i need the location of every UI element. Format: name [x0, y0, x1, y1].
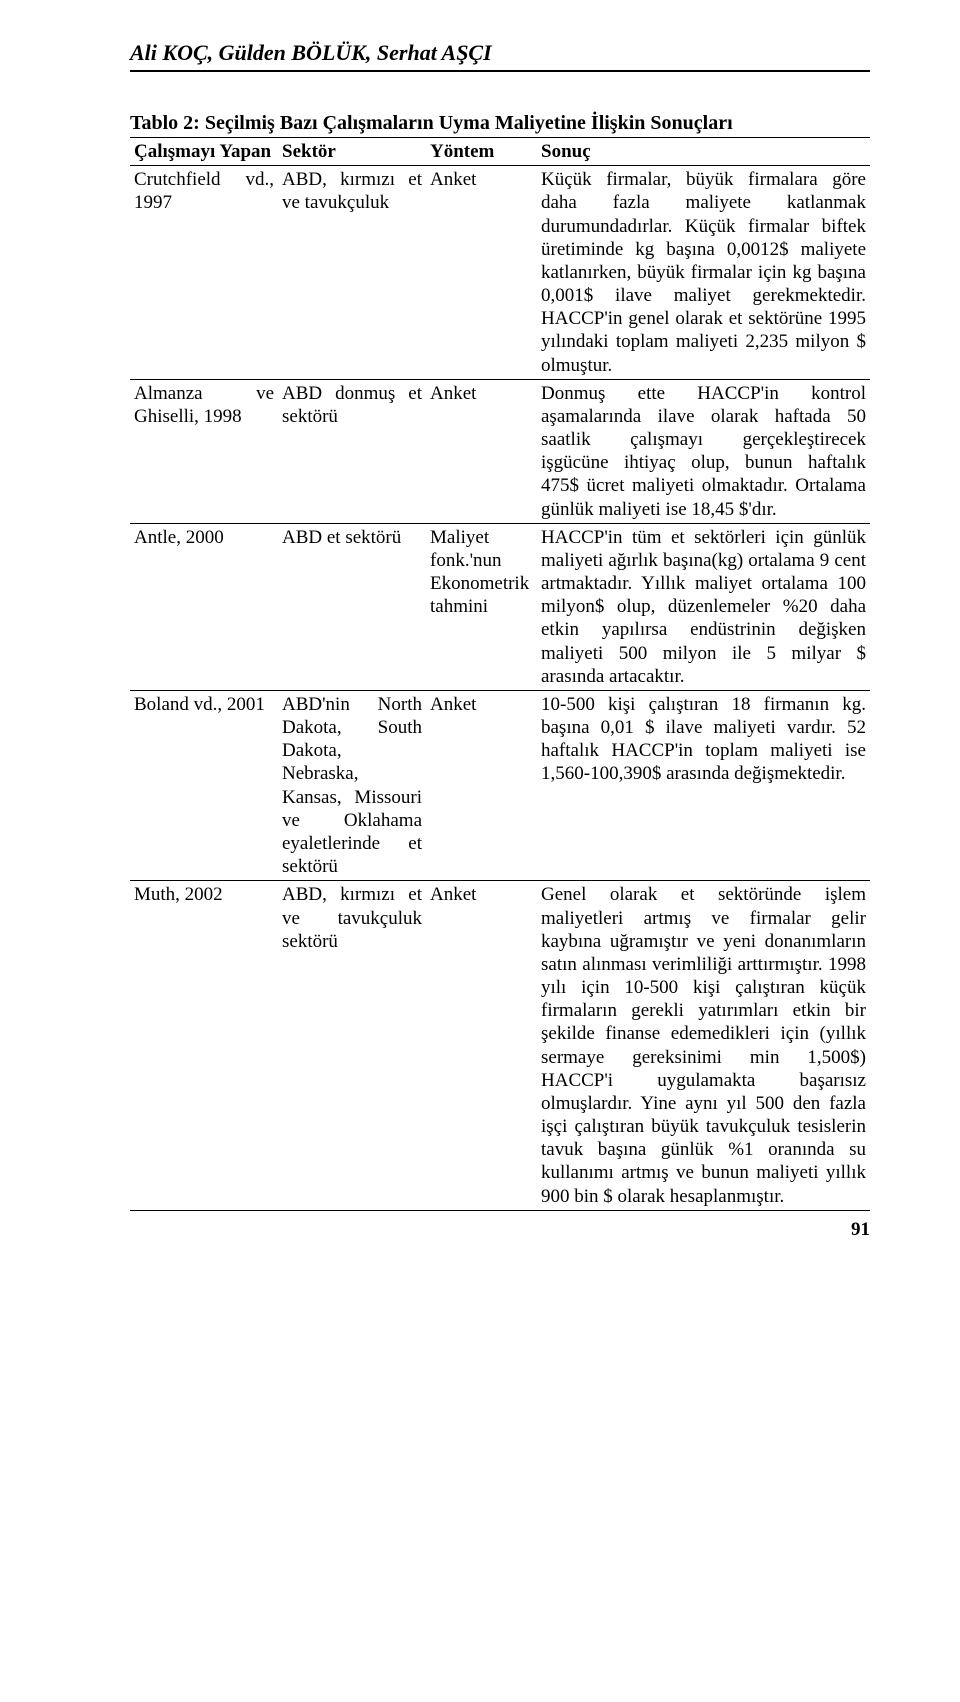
col-header-study: Çalışmayı Yapan	[130, 138, 278, 166]
cell-result: Küçük firmalar, büyük firmalara göre dah…	[537, 166, 870, 380]
cell-sector: ABD et sektörü	[278, 523, 426, 690]
page-number: 91	[851, 1219, 870, 1241]
header-rule	[130, 70, 870, 72]
data-table: Çalışmayı Yapan Sektör Yöntem Sonuç Crut…	[130, 137, 870, 1211]
cell-method: Anket	[426, 690, 537, 880]
cell-study: Almanza ve Ghiselli, 1998	[130, 379, 278, 523]
cell-sector: ABD donmuş et sektörü	[278, 379, 426, 523]
table-title: Tablo 2: Seçilmiş Bazı Çalışmaların Uyma…	[130, 112, 870, 135]
table-header-row: Çalışmayı Yapan Sektör Yöntem Sonuç	[130, 138, 870, 166]
table-row: Boland vd., 2001 ABD'nin North Dakota, S…	[130, 690, 870, 880]
col-header-method: Yöntem	[426, 138, 537, 166]
cell-study: Boland vd., 2001	[130, 690, 278, 880]
cell-sector: ABD, kırmızı et ve tavukçuluk	[278, 166, 426, 380]
cell-result: Donmuş ette HACCP'in kontrol aşamalarınd…	[537, 379, 870, 523]
table-row: Antle, 2000 ABD et sektörü Maliyet fonk.…	[130, 523, 870, 690]
cell-result: 10-500 kişi çalıştıran 18 firmanın kg. b…	[537, 690, 870, 880]
col-header-sector: Sektör	[278, 138, 426, 166]
cell-result: Genel olarak et sektöründe işlem maliyet…	[537, 881, 870, 1210]
table-row: Muth, 2002 ABD, kırmızı et ve tavukçuluk…	[130, 881, 870, 1210]
cell-result: HACCP'in tüm et sektörleri için günlük m…	[537, 523, 870, 690]
cell-study: Muth, 2002	[130, 881, 278, 1210]
col-header-result: Sonuç	[537, 138, 870, 166]
cell-sector: ABD'nin North Dakota, South Dakota, Nebr…	[278, 690, 426, 880]
cell-method: Anket	[426, 379, 537, 523]
cell-sector: ABD, kırmızı et ve tavukçuluk sektörü	[278, 881, 426, 1210]
cell-method: Maliyet fonk.'nun Ekonometrik tahmini	[426, 523, 537, 690]
cell-method: Anket	[426, 166, 537, 380]
cell-study: Antle, 2000	[130, 523, 278, 690]
cell-method: Anket	[426, 881, 537, 1210]
table-row: Almanza ve Ghiselli, 1998 ABD donmuş et …	[130, 379, 870, 523]
cell-study: Crutchfield vd., 1997	[130, 166, 278, 380]
table-row: Crutchfield vd., 1997 ABD, kırmızı et ve…	[130, 166, 870, 380]
header-authors: Ali KOÇ, Gülden BÖLÜK, Serhat AŞÇI	[130, 40, 870, 66]
